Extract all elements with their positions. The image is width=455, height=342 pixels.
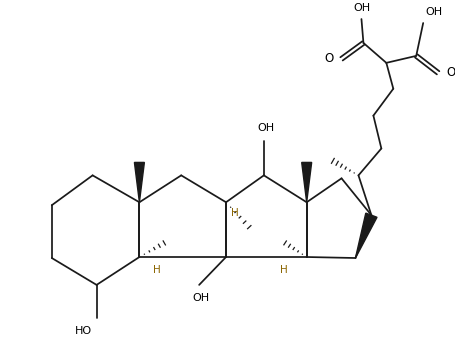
Text: OH: OH — [192, 293, 209, 303]
Polygon shape — [134, 162, 144, 202]
Polygon shape — [301, 162, 311, 202]
Text: OH: OH — [352, 3, 369, 13]
Text: H: H — [153, 265, 161, 275]
Text: O: O — [324, 52, 333, 65]
Text: OH: OH — [257, 122, 274, 133]
Polygon shape — [355, 213, 376, 258]
Text: OH: OH — [424, 7, 441, 17]
Text: H: H — [231, 208, 238, 218]
Text: H: H — [279, 265, 287, 275]
Text: O: O — [445, 66, 455, 79]
Text: HO: HO — [74, 326, 91, 336]
